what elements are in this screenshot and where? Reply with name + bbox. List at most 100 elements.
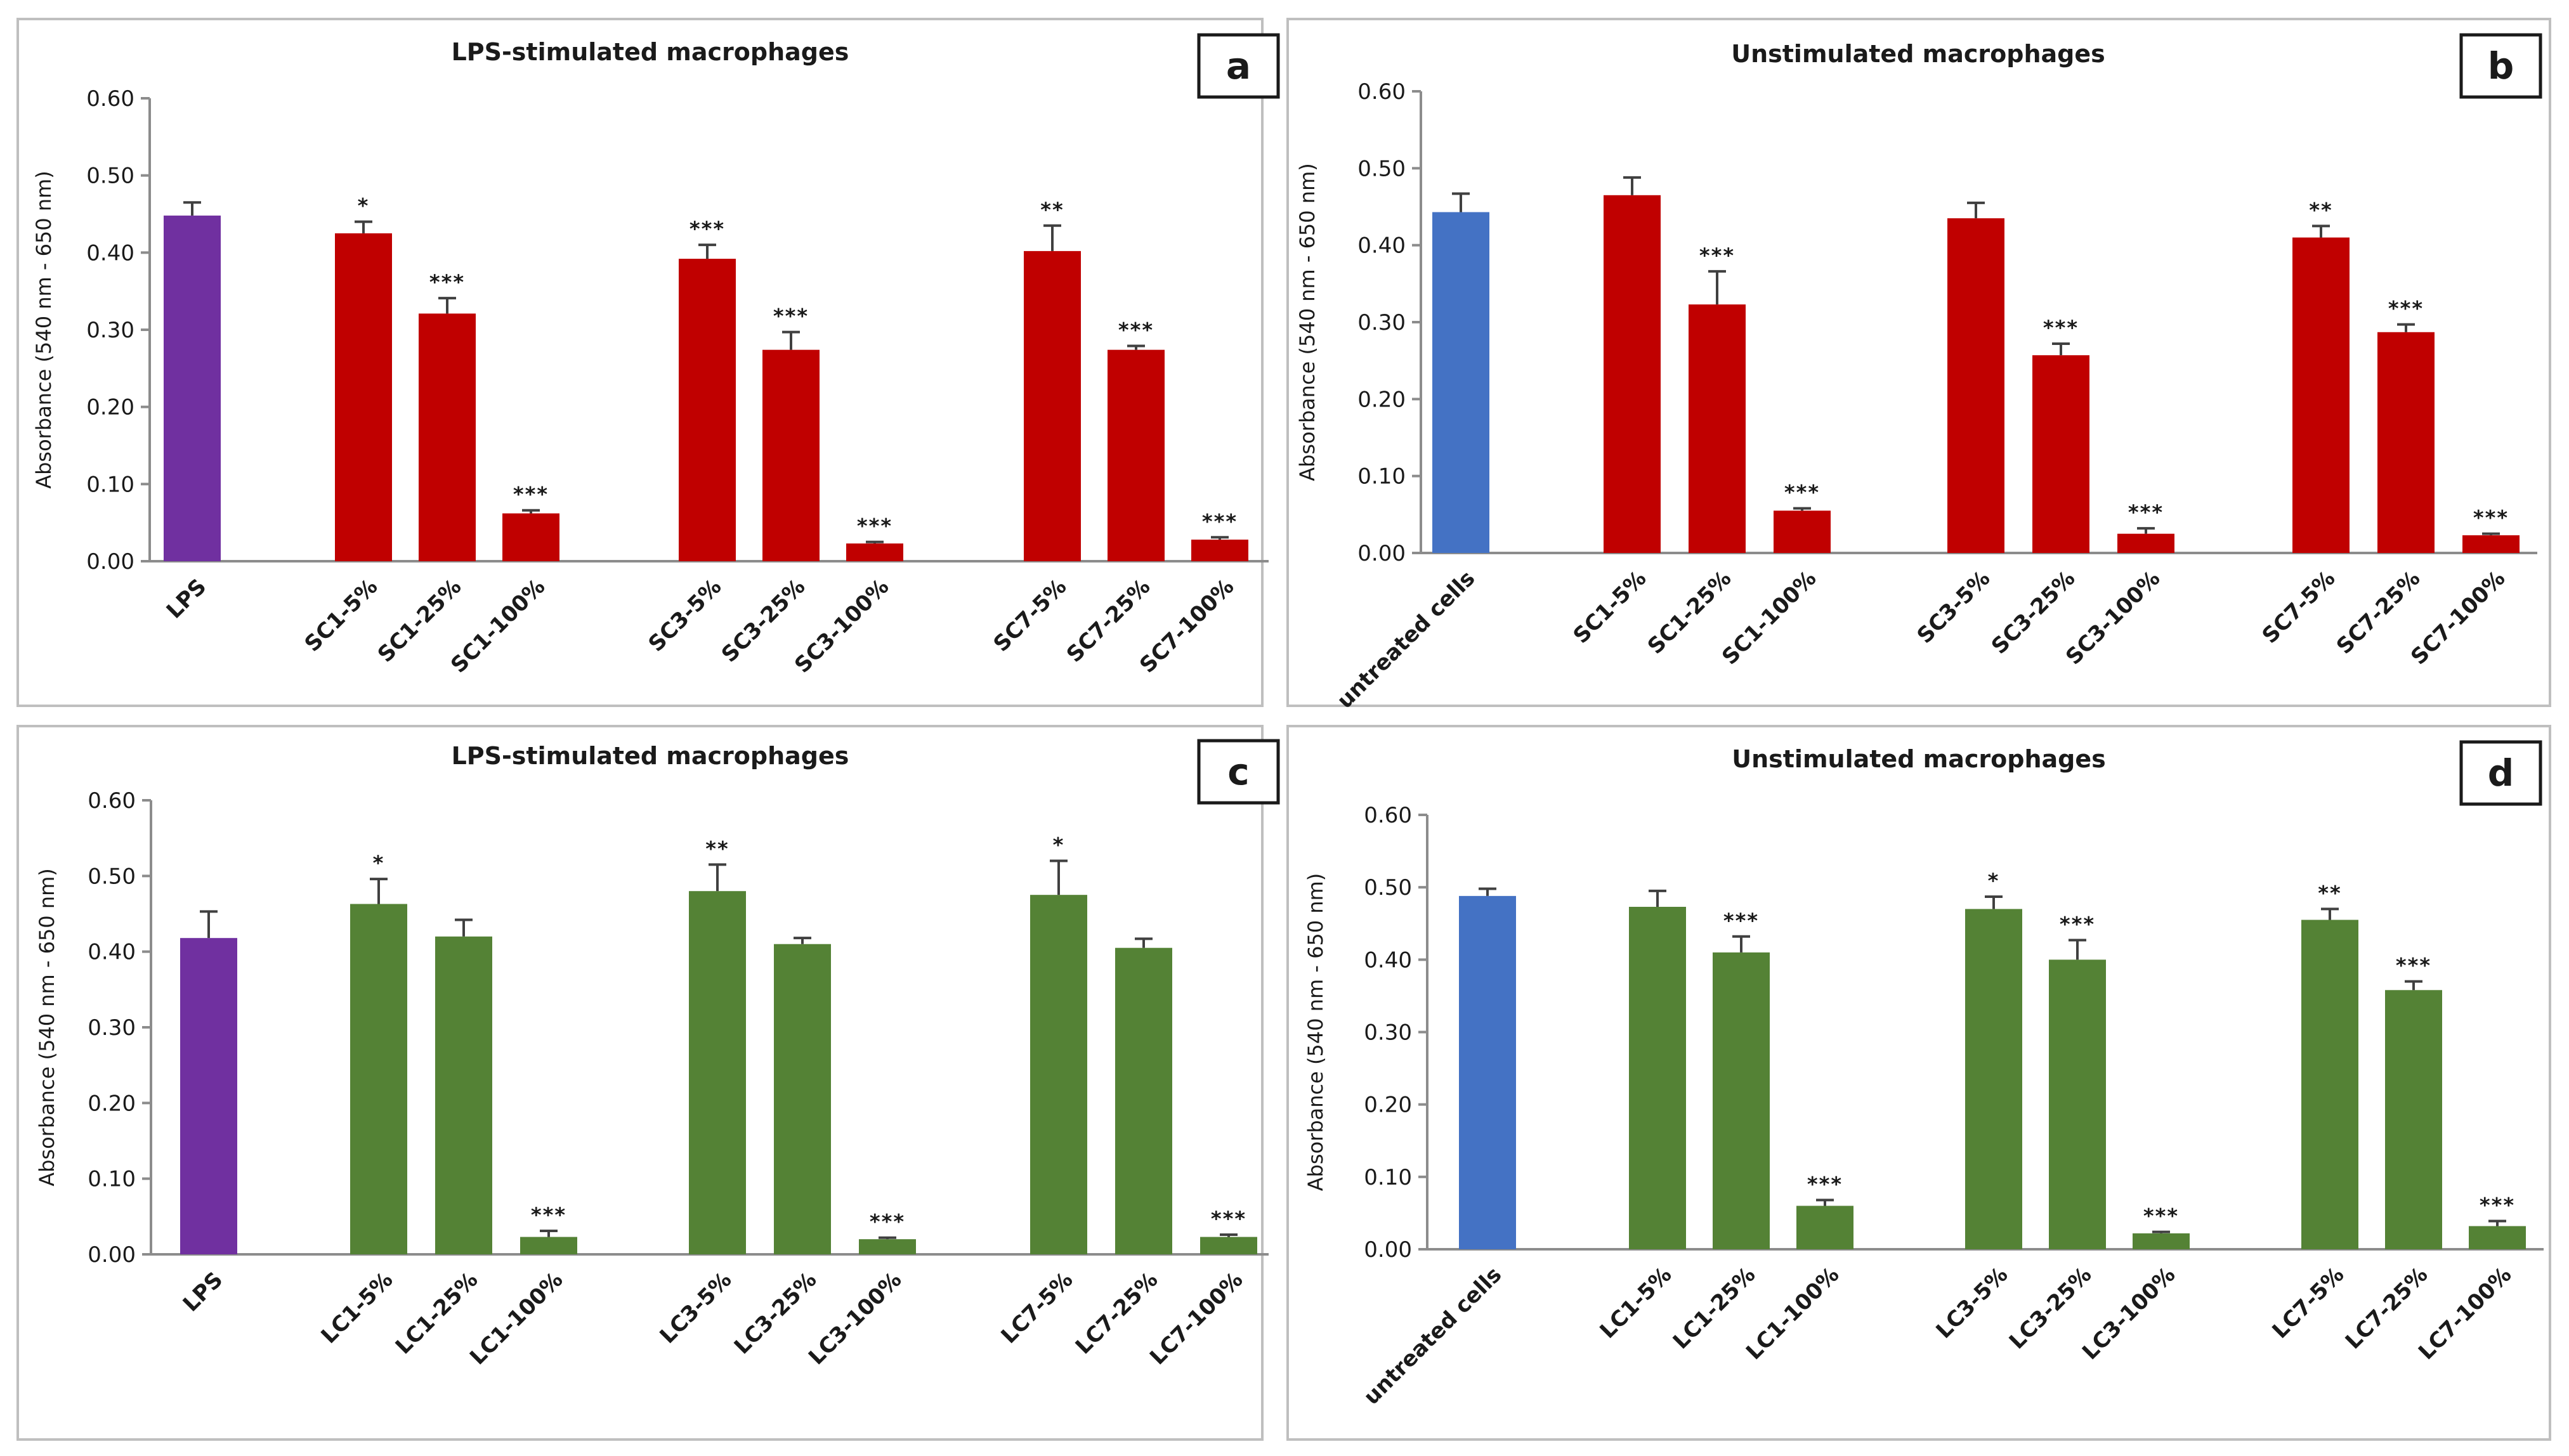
- bar: [762, 349, 820, 561]
- significance-marker: ***: [1211, 1207, 1246, 1231]
- y-tick-label: 0.40: [1364, 947, 1412, 973]
- bar: [164, 215, 221, 561]
- bar: [859, 1239, 916, 1254]
- y-tick-label: 0.40: [88, 940, 136, 965]
- bar: [435, 936, 492, 1254]
- y-tick-label: 0.40: [86, 240, 134, 266]
- significance-marker: ***: [690, 217, 725, 241]
- significance-marker: ***: [1784, 481, 1820, 505]
- bar: [774, 944, 831, 1254]
- y-tick-label: 0.60: [88, 788, 136, 814]
- y-tick-label: 0.10: [88, 1167, 136, 1192]
- y-tick-label: 0.50: [1364, 875, 1412, 900]
- y-tick-label: 0.30: [88, 1015, 136, 1041]
- bar: [335, 233, 392, 562]
- significance-marker: ***: [513, 483, 549, 507]
- bar: [1200, 1237, 1257, 1254]
- significance-marker: ***: [1202, 509, 1238, 533]
- bar: [689, 891, 746, 1254]
- bar: [1629, 906, 1686, 1249]
- bar: [679, 259, 736, 561]
- bar: [2462, 535, 2520, 553]
- significance-marker: ***: [2060, 913, 2095, 937]
- significance-marker: ***: [1118, 318, 1154, 342]
- significance-marker: ***: [2388, 297, 2424, 321]
- significance-marker: ***: [870, 1210, 905, 1234]
- significance-marker: ***: [2473, 506, 2509, 530]
- significance-marker: ***: [429, 270, 465, 294]
- y-axis-label: Absorbance (540 nm - 650 nm): [35, 868, 59, 1186]
- bar: [1459, 895, 1516, 1249]
- y-tick-label: 0.60: [1364, 803, 1412, 828]
- bar: [180, 938, 237, 1254]
- significance-marker: ***: [2480, 1193, 2515, 1217]
- panel-a: LPS-stimulated macrophages a 0.00 0.10 0.20 0…: [16, 18, 1280, 707]
- panel-label-box: [2459, 740, 2542, 806]
- panel-d: Unstimulated macrophages d 0.00 0.10 0.20 0.3…: [1286, 725, 2551, 1441]
- bar: [2133, 1233, 2190, 1249]
- bar: [1191, 539, 1248, 561]
- bar: [1689, 304, 1746, 553]
- y-tick-label: 0.10: [1357, 464, 1406, 490]
- bar: [2469, 1226, 2526, 1249]
- y-tick-label: 0.60: [1357, 79, 1406, 105]
- significance-marker: **: [2318, 881, 2341, 905]
- significance-marker: **: [2309, 198, 2332, 222]
- y-tick-label: 0.00: [1357, 541, 1406, 566]
- chart-title: Unstimulated macrophages: [1731, 40, 2105, 68]
- y-axis-label: Absorbance (540 nm - 650 nm): [1304, 873, 1328, 1192]
- panel-b: Unstimulated macrophages b 0.00 0.10 0.20 0.3…: [1286, 18, 2551, 713]
- y-tick-label: 0.00: [1364, 1237, 1412, 1263]
- y-tick-label: 0.20: [1364, 1093, 1412, 1118]
- bar: [419, 313, 476, 561]
- panel-label-box: [2459, 33, 2542, 99]
- bar: [1796, 1206, 1853, 1249]
- significance-marker: ***: [2128, 500, 2164, 524]
- significance-marker: *: [358, 194, 370, 218]
- panel-label-box: [1197, 739, 1280, 805]
- chart-title: Unstimulated macrophages: [1732, 745, 2106, 773]
- panel-label: c: [1227, 750, 1249, 793]
- significance-marker: ***: [2143, 1204, 2179, 1228]
- bar: [2117, 533, 2174, 553]
- significance-marker: ***: [2396, 954, 2431, 978]
- significance-marker: ***: [1723, 909, 1759, 933]
- y-tick-label: 0.30: [86, 318, 134, 343]
- y-tick-label: 0.00: [86, 549, 134, 575]
- bar: [1774, 510, 1831, 553]
- panel-label-box: [1197, 33, 1280, 99]
- y-tick-label: 0.50: [86, 164, 134, 189]
- y-tick-label: 0.00: [88, 1242, 136, 1268]
- bar: [1947, 218, 2004, 553]
- y-tick-label: 0.10: [1364, 1165, 1412, 1190]
- y-tick-label: 0.50: [1357, 156, 1406, 181]
- bar: [520, 1237, 577, 1254]
- y-tick-label: 0.20: [86, 395, 134, 420]
- bar: [502, 513, 559, 561]
- y-tick-label: 0.40: [1357, 233, 1406, 259]
- y-tick-label: 0.60: [86, 86, 134, 112]
- y-tick-label: 0.50: [88, 864, 136, 889]
- bar: [1604, 195, 1661, 553]
- panel-label: d: [2488, 751, 2514, 795]
- bar: [2032, 355, 2089, 553]
- bar: [1115, 947, 1172, 1254]
- significance-marker: ***: [2043, 316, 2079, 340]
- bar: [1108, 349, 1165, 561]
- significance-marker: *: [1988, 869, 2000, 893]
- y-tick-label: 0.20: [88, 1091, 136, 1116]
- y-tick-label: 0.10: [86, 472, 134, 497]
- y-axis-label: Absorbance (540 nm - 650 nm): [32, 171, 56, 489]
- significance-marker: ***: [531, 1203, 566, 1227]
- significance-marker: ***: [773, 304, 809, 328]
- bar: [2292, 237, 2350, 553]
- y-axis-label: Absorbance (540 nm - 650 nm): [1295, 163, 1319, 481]
- significance-marker: ***: [857, 514, 892, 538]
- y-tick-label: 0.30: [1357, 310, 1406, 335]
- significance-marker: *: [1053, 833, 1065, 857]
- chart-title: LPS-stimulated macrophages: [452, 742, 849, 770]
- bar: [2049, 959, 2106, 1249]
- panel-label: a: [1226, 44, 1251, 88]
- bar: [1965, 909, 2022, 1249]
